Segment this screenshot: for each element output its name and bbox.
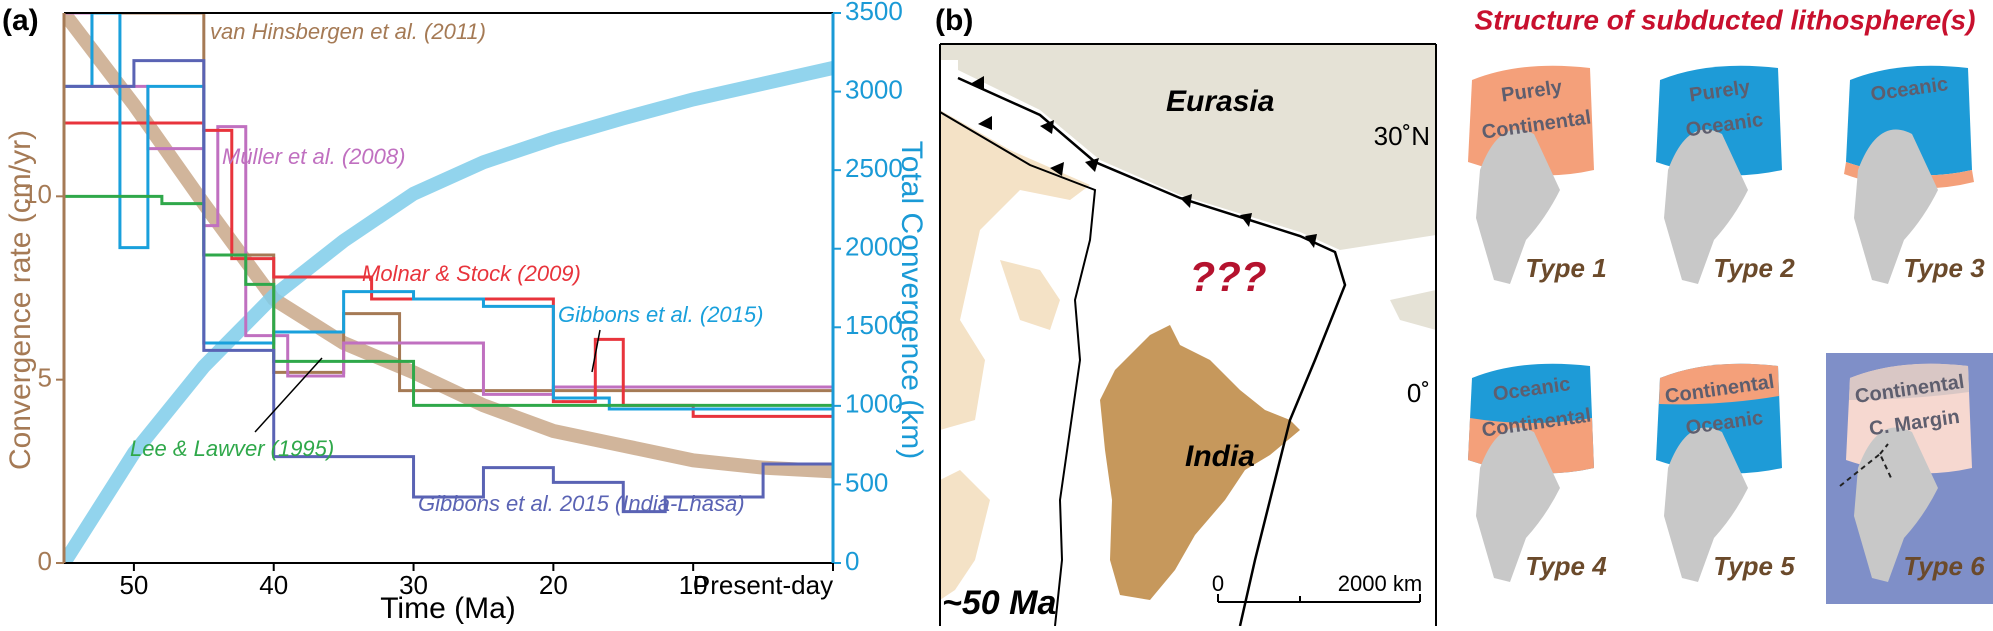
series-line [64, 13, 833, 411]
latitude-label: 30˚N [1374, 121, 1430, 151]
scale-label: 2000 km [1338, 571, 1422, 596]
subcontinent [1664, 427, 1748, 582]
y2-tick-label: 1500 [845, 310, 903, 340]
panel-label: (b) [935, 4, 973, 37]
series-line [64, 13, 833, 479]
series-label: Müller et al. (2008) [222, 144, 405, 169]
tooth [1085, 158, 1099, 172]
plate-boundary [939, 111, 1097, 627]
y2-tick-label: 500 [845, 467, 888, 497]
x-tick-label: Present-day [693, 570, 833, 600]
map-label: India [1185, 440, 1255, 473]
latitude-label: 0˚ [1407, 378, 1430, 408]
series-line [64, 61, 833, 563]
y2-tick-label: 3000 [845, 74, 903, 104]
subcontinent [1854, 427, 1938, 582]
plot-lines [64, 13, 833, 563]
subcontinent [1664, 129, 1748, 284]
slab-upper [1659, 363, 1779, 405]
y2-tick-label: 2500 [845, 153, 903, 183]
type-label: Type 6 [1903, 551, 1985, 581]
series-label: Gibbons et al. (2015) [558, 302, 763, 327]
x-tick-label: 20 [539, 570, 568, 600]
leader-line [254, 357, 323, 433]
y-tick-label: 10 [23, 179, 52, 209]
scale-label: 0 [1212, 571, 1224, 596]
y2-tick-label: 1000 [845, 389, 903, 419]
x-tick-label: 50 [119, 570, 148, 600]
tooth [978, 116, 992, 130]
margin-line [1839, 443, 1893, 487]
tooth [970, 76, 984, 90]
map: Eurasia 30˚N 0˚ ??? India ~50 Ma 0 2000 … [939, 43, 1437, 627]
unknown-label: ??? [1190, 253, 1267, 300]
age-label: ~50 Ma [942, 584, 1056, 622]
type-label: Type 5 [1713, 551, 1795, 581]
series-line [64, 13, 833, 393]
series-line [64, 194, 833, 407]
tooth [1050, 162, 1064, 176]
subcontinent [1476, 427, 1560, 582]
type-label: Type 4 [1525, 551, 1607, 581]
x-tick-label: 30 [399, 570, 428, 600]
series-label: van Hinsbergen et al. (2011) [210, 19, 486, 44]
series-label: Molnar & Stock (2009) [362, 261, 581, 286]
slab-upper [1849, 363, 1969, 400]
type-label: Type 2 [1713, 253, 1795, 283]
types-title: Structure of subducted lithosphere(s) [1475, 4, 1976, 35]
x-axis-label: Time (Ma) [380, 592, 516, 625]
series-label: Lee & Lawver (1995) [130, 436, 334, 461]
type-label: Type 3 [1903, 253, 1985, 283]
x-tick-label: 40 [259, 570, 288, 600]
subduction-teeth [970, 76, 1317, 248]
tooth [1040, 120, 1054, 134]
india-land [1100, 325, 1300, 600]
plate-boundary [957, 76, 1347, 627]
series-label: Gibbons et al. 2015 (India-Lhasa) [418, 491, 745, 516]
x-tick-label: 10 [679, 570, 708, 600]
tooth [1180, 194, 1192, 208]
leader-line [591, 329, 601, 373]
y2-tick-label: 3500 [845, 0, 903, 26]
subcontinent [1476, 129, 1560, 284]
map-label: Eurasia [1166, 85, 1274, 118]
panel-label: (a) [2, 4, 39, 37]
y-tick-label: 0 [38, 546, 52, 576]
eurasia-land [958, 44, 1436, 250]
series-line [64, 59, 833, 514]
y-axis-label: Convergence rate (cm/yr) [4, 130, 37, 470]
ancient-land [940, 110, 1090, 430]
y2-axis-label: Total Convergence (km) [895, 141, 928, 459]
type-label: Type 1 [1525, 253, 1606, 283]
y-tick-label: 5 [38, 363, 52, 393]
y2-tick-label: 2000 [845, 232, 903, 262]
ancient-land [940, 260, 1060, 600]
tooth [1305, 234, 1317, 248]
subcontinent [1854, 129, 1938, 284]
y2-tick-label: 0 [845, 546, 859, 576]
tooth [1240, 213, 1252, 227]
